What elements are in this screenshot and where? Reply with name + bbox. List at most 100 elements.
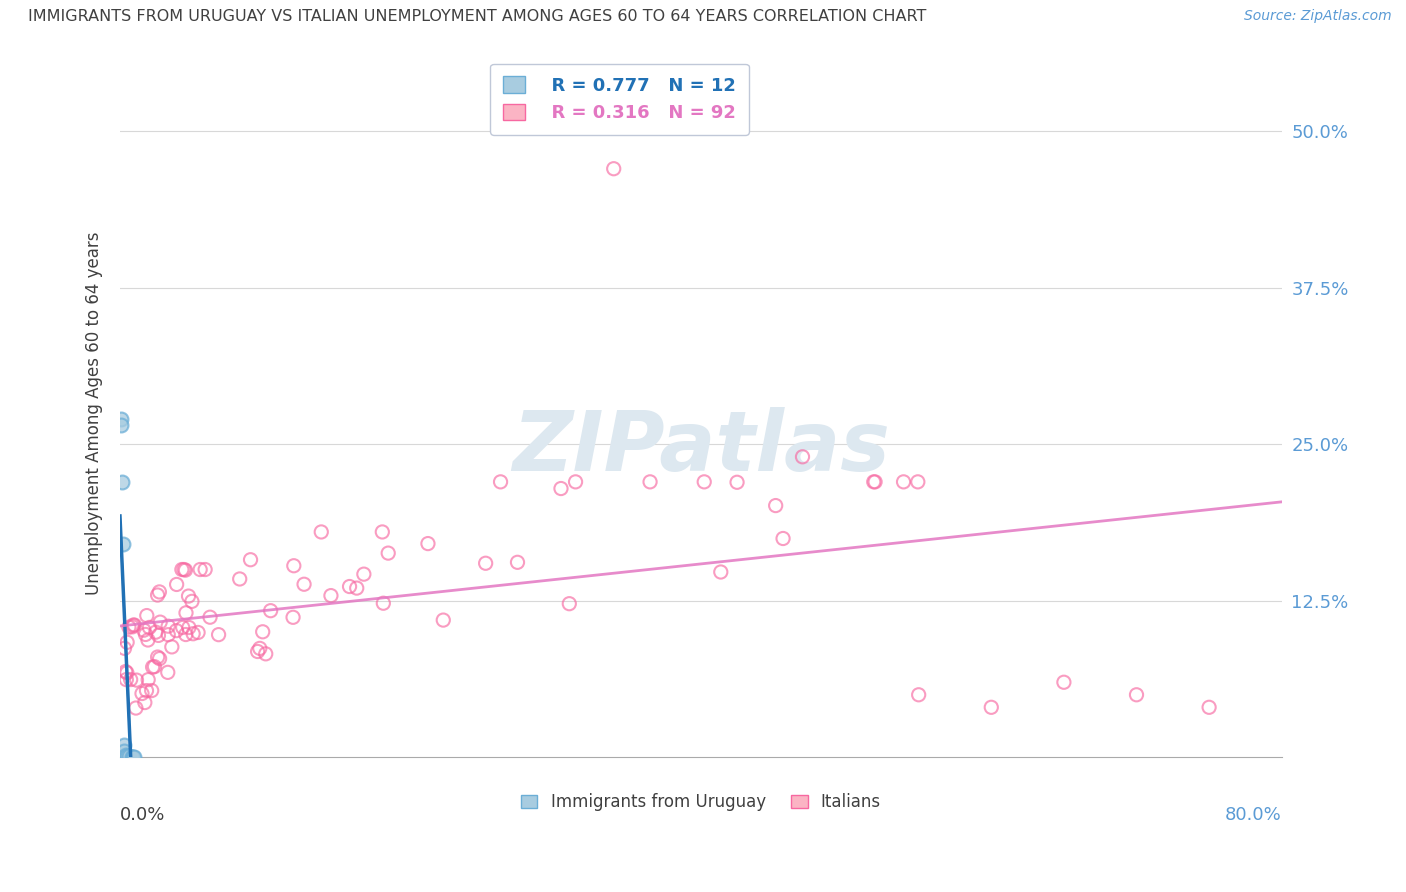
Point [254,647,277,661]
Point [141,683,163,698]
Point [148,628,170,642]
Text: 0.0%: 0.0% [120,805,166,823]
Point [172,620,194,634]
Point [792,450,814,464]
Point [118,749,141,764]
Point [174,627,197,641]
Point [110,418,132,433]
Point [309,524,332,539]
Y-axis label: Unemployment Among Ages 60 to 64 years: Unemployment Among Ages 60 to 64 years [86,231,103,595]
Point [377,546,399,560]
Text: IMMIGRANTS FROM URUGUAY VS ITALIAN UNEMPLOYMENT AMONG AGES 60 TO 64 YEARS CORREL: IMMIGRANTS FROM URUGUAY VS ITALIAN UNEMP… [28,9,927,24]
Point [112,738,135,752]
Point [148,585,170,599]
Point [710,565,733,579]
Text: Source: ZipAtlas.com: Source: ZipAtlas.com [1244,9,1392,23]
Point [907,688,929,702]
Point [121,750,143,764]
Point [122,750,145,764]
Point [114,665,136,679]
Point [115,665,138,680]
Point [143,659,166,673]
Point [135,608,157,623]
Point [181,626,204,640]
Point [1053,675,1076,690]
Point [174,606,197,620]
Point [132,623,155,637]
Point [136,673,159,687]
Point [125,673,148,687]
Point [156,665,179,680]
Point [207,627,229,641]
Point [146,650,169,665]
Point [110,412,132,426]
Point [138,620,160,634]
Point [1125,688,1147,702]
Point [907,475,929,489]
Point [550,482,572,496]
Point [198,610,221,624]
Point [114,747,136,762]
Point [114,641,136,656]
Point [893,475,915,489]
Point [115,749,138,764]
Point [339,580,361,594]
Point [863,475,886,489]
Point [115,673,138,687]
Point [173,562,195,576]
Point [149,615,172,629]
Point [125,701,148,715]
Point [188,562,211,576]
Point [112,744,135,758]
Point [319,589,342,603]
Text: 80.0%: 80.0% [1225,805,1282,823]
Point [160,640,183,654]
Point [134,627,156,641]
Point [124,750,146,764]
Point [111,475,134,489]
Point [602,161,624,176]
Point [432,613,454,627]
Point [177,620,200,634]
Point [1198,700,1220,714]
Point [122,618,145,632]
Point [725,475,748,490]
Point [246,644,269,658]
Text: ZIPatlas: ZIPatlas [512,407,890,488]
Point [124,618,146,632]
Point [416,536,439,550]
Point [259,604,281,618]
Point [506,555,529,569]
Point [283,558,305,573]
Point [558,597,581,611]
Point [371,524,394,539]
Point [157,619,180,633]
Point [142,660,165,674]
Point [292,577,315,591]
Point [136,632,159,647]
Point [120,673,142,687]
Point [118,620,141,634]
Point [638,475,661,489]
Point [111,537,134,551]
Point [862,475,884,489]
Point [115,635,138,649]
Point [564,475,586,489]
Point [146,588,169,602]
Point [166,577,188,591]
Point [693,475,716,489]
Legend: Immigrants from Uruguay, Italians: Immigrants from Uruguay, Italians [515,787,887,818]
Point [281,610,304,624]
Point [135,683,157,698]
Point [373,596,395,610]
Point [187,625,209,640]
Point [121,620,143,634]
Point [177,589,200,603]
Point [165,624,187,638]
Point [181,594,204,608]
Point [194,562,217,576]
Point [134,696,156,710]
Point [228,572,250,586]
Point [145,625,167,640]
Point [249,641,271,656]
